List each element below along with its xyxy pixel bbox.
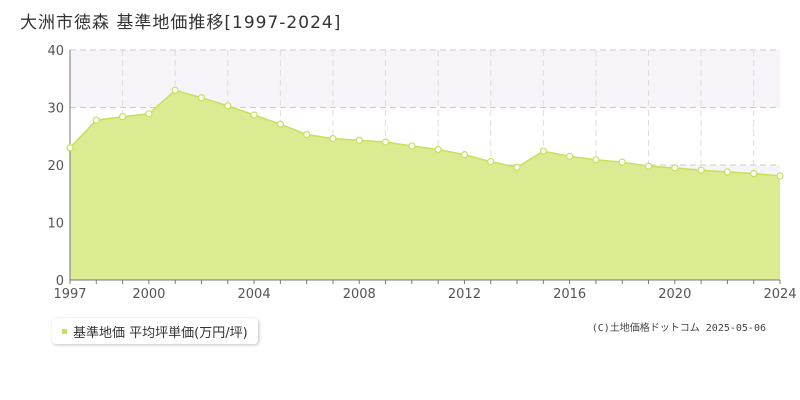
data-point xyxy=(276,120,284,128)
x-tick-label: 2000 xyxy=(132,287,165,302)
copyright-text: (C)土地価格ドットコム 2025-05-06 xyxy=(591,323,766,334)
x-tick-label: 2004 xyxy=(238,287,271,302)
data-point xyxy=(224,102,232,110)
data-point xyxy=(197,94,206,102)
data-point xyxy=(329,134,337,143)
data-point xyxy=(303,130,311,139)
data-point xyxy=(671,164,679,172)
data-point xyxy=(118,113,127,121)
data-point xyxy=(487,157,495,166)
series-area xyxy=(70,90,780,280)
legend: 基準地価 平均坪単価(万円/坪) xyxy=(52,318,258,344)
x-tick-label: 1997 xyxy=(53,287,86,302)
data-point xyxy=(592,156,600,164)
axes xyxy=(69,50,781,284)
data-point xyxy=(460,151,469,159)
data-point xyxy=(776,172,784,180)
x-tick-label: 2024 xyxy=(763,287,796,302)
data-point xyxy=(434,145,442,154)
y-tick-label: 20 xyxy=(47,159,64,174)
data-point xyxy=(171,86,179,94)
y-tick-label: 40 xyxy=(47,44,64,59)
data-point xyxy=(566,152,574,160)
x-tick-label: 2008 xyxy=(343,287,376,302)
data-point xyxy=(355,136,363,144)
series-points xyxy=(66,86,784,180)
x-tick-label: 2016 xyxy=(553,287,586,302)
x-tick-labels: 1997 2000 2004 2008 2012 2016 2020 2024 xyxy=(53,287,796,302)
legend-swatch-icon xyxy=(62,328,67,334)
y-tick-labels: 0 10 20 30 40 xyxy=(47,44,64,289)
y-tick-label: 10 xyxy=(47,217,64,232)
y-tick-label: 30 xyxy=(47,102,64,117)
data-point xyxy=(697,166,705,174)
data-point xyxy=(145,110,153,118)
data-point xyxy=(723,168,732,176)
chart-title: 大洲市徳森 基準地価推移[1997-2024] xyxy=(20,13,342,33)
data-point xyxy=(66,144,74,152)
data-point xyxy=(250,111,258,119)
y-tick-label: 0 xyxy=(56,274,64,289)
data-point xyxy=(381,138,390,146)
data-point xyxy=(644,162,653,170)
data-point xyxy=(750,170,758,178)
legend-label: 基準地価 平均坪単価(万円/坪) xyxy=(73,325,248,341)
series-line xyxy=(69,89,781,177)
data-point xyxy=(539,147,547,155)
x-tick-label: 2020 xyxy=(658,287,691,302)
data-point xyxy=(618,158,626,166)
x-tick-label: 2012 xyxy=(448,287,481,302)
data-point xyxy=(92,116,100,124)
data-point xyxy=(408,142,416,150)
data-point xyxy=(513,163,521,171)
